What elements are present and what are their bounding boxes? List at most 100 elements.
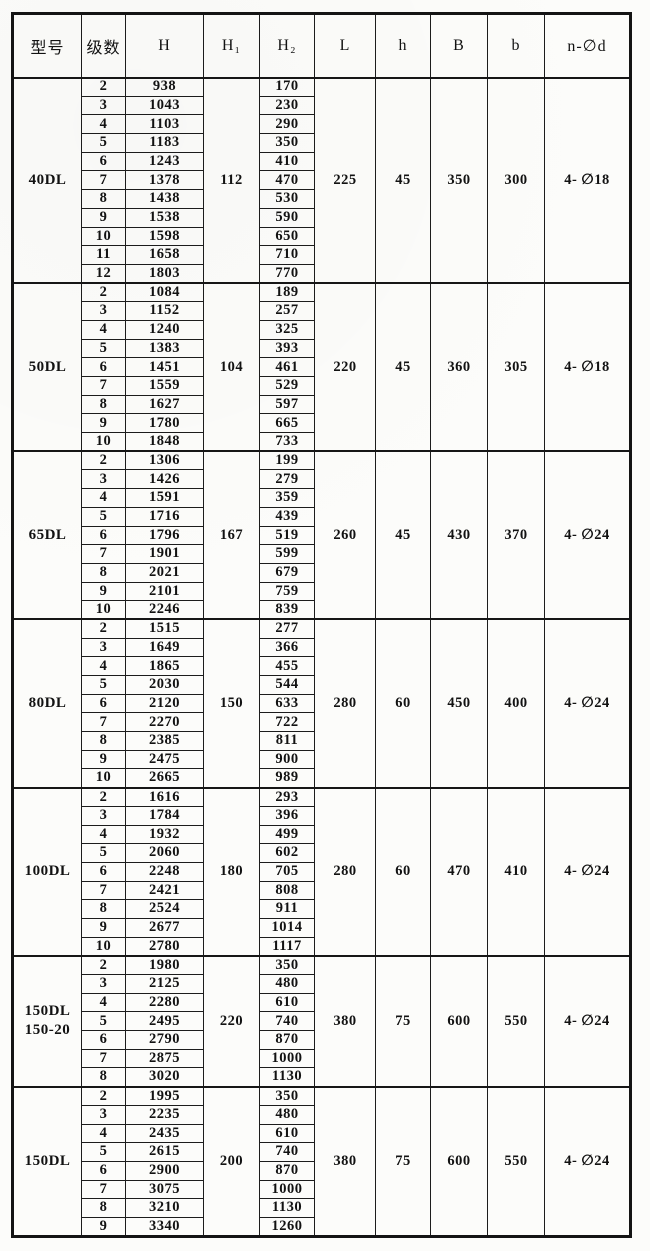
- H2-cell: 870: [259, 1030, 315, 1050]
- stages-cell: 6: [81, 1160, 126, 1181]
- stages-cell: 3: [81, 301, 126, 321]
- stages-cell: 6: [81, 693, 126, 714]
- stages-cell: 2: [81, 618, 126, 639]
- model-label-line: 40DL: [28, 171, 67, 188]
- n-phi-d-cell: 4- ∅24: [544, 786, 631, 957]
- H2-cell: 529: [259, 376, 315, 396]
- H-cell: 2101: [125, 581, 204, 602]
- spec-row: 7 2421 808: [13, 880, 631, 901]
- H2-cell: 350: [259, 954, 315, 975]
- model-cell: 150DL: [12, 1085, 82, 1237]
- stages-cell: 8: [81, 394, 126, 415]
- spec-row: 150DL 150-20 2 1980 220 350 380 75 600 550 4- ∅24: [12, 954, 631, 1088]
- B-cell: 430: [430, 450, 488, 620]
- H2-cell: 759: [259, 581, 315, 602]
- H-cell: 1716: [125, 506, 204, 527]
- n-phi-d-cell: 4- ∅24: [544, 618, 631, 789]
- stages-cell: 3: [81, 974, 126, 994]
- H-cell: 3210: [125, 1198, 204, 1218]
- n-phi-d-cell: 4- ∅24: [544, 1085, 631, 1237]
- model-cell: 80DL: [12, 618, 82, 789]
- H-cell: 2475: [125, 749, 204, 770]
- H2-cell: 293: [259, 786, 315, 807]
- spec-row: 6 2248 705: [13, 861, 631, 882]
- H2-cell: 590: [259, 207, 315, 228]
- H-cell: 2875: [125, 1048, 204, 1069]
- model-cell: 40DL: [12, 76, 82, 284]
- stages-cell: 12: [81, 263, 126, 284]
- spec-row: 7 2270 722: [13, 712, 631, 733]
- stages-cell: 4: [81, 824, 126, 845]
- stages-cell: 10: [81, 226, 126, 247]
- H-cell: 2030: [125, 675, 204, 695]
- H-cell: 1240: [125, 319, 204, 340]
- stages-cell: 5: [81, 133, 126, 153]
- H-cell: 1559: [125, 376, 204, 396]
- H-cell: 2900: [125, 1160, 204, 1181]
- table-body: 40DL 2 938 112 170 225 45 350 300 4- ∅18 3 1043 230 4…: [12, 76, 631, 1237]
- spec-row: 7 3075 1000: [13, 1179, 631, 1200]
- H2-cell: 359: [259, 488, 315, 508]
- spec-row: 80DL 2 1515 150 277 280 60 450 400 4- ∅24: [12, 618, 631, 789]
- spec-row: 5 2060 602: [13, 843, 631, 863]
- stages-cell: 10: [81, 432, 126, 452]
- H-cell: 3340: [125, 1216, 204, 1237]
- H-cell: 1538: [125, 207, 204, 228]
- H2-cell: 665: [259, 413, 315, 434]
- H-cell: 2120: [125, 693, 204, 714]
- spec-row: 8 3210 1130: [13, 1198, 631, 1218]
- spec-row: 8 3020 1130: [13, 1067, 631, 1088]
- model-label-line: 150-20: [24, 1022, 71, 1039]
- H2-cell: 900: [259, 749, 315, 770]
- H2-cell: 599: [259, 544, 315, 564]
- stages-cell: 4: [81, 114, 126, 135]
- H2-cell: 610: [259, 1123, 315, 1144]
- H-cell: 1803: [125, 263, 204, 284]
- b-cell: 370: [487, 450, 545, 620]
- h-cell: 60: [375, 786, 431, 957]
- stages-cell: 3: [81, 95, 126, 116]
- model-cell: 100DL: [12, 786, 82, 957]
- stages-cell: 5: [81, 1142, 126, 1162]
- H2-cell: 1000: [259, 1048, 315, 1069]
- B-cell: 360: [430, 282, 488, 452]
- H2-cell: 480: [259, 1104, 315, 1125]
- H-cell: 1306: [125, 450, 204, 471]
- H2-cell: 770: [259, 263, 315, 284]
- stages-cell: 4: [81, 488, 126, 508]
- H-cell: 1084: [125, 282, 204, 303]
- H2-cell: 989: [259, 768, 315, 789]
- B-cell: 350: [430, 76, 488, 284]
- H-cell: 2677: [125, 917, 204, 938]
- H2-cell: 650: [259, 226, 315, 247]
- H2-cell: 396: [259, 805, 315, 826]
- H2-cell: 530: [259, 189, 315, 209]
- spec-row: 150DL 2 1995 200 350 380 75 600 550 4- ∅24: [12, 1085, 631, 1237]
- H2-cell: 470: [259, 170, 315, 191]
- H1-cell: 180: [203, 786, 260, 957]
- column-header-h: h: [375, 13, 431, 78]
- spec-row: 3 2235 480: [13, 1104, 631, 1125]
- H-cell: 1451: [125, 357, 204, 377]
- spec-row: 10 1598 650: [13, 226, 631, 247]
- stages-cell: 6: [81, 357, 126, 377]
- column-header-L: L: [314, 13, 376, 78]
- model-label-line: 65DL: [28, 526, 67, 543]
- H2-cell: 499: [259, 824, 315, 845]
- stages-cell: 9: [81, 1216, 126, 1237]
- spec-row: 9 2475 900: [13, 749, 631, 770]
- H2-cell: 710: [259, 245, 315, 265]
- H2-cell: 519: [259, 525, 315, 546]
- H-cell: 2060: [125, 843, 204, 863]
- H-cell: 1932: [125, 824, 204, 845]
- spec-row: 3 1043 230: [13, 95, 631, 116]
- stages-cell: 8: [81, 189, 126, 209]
- stages-cell: 9: [81, 917, 126, 938]
- spec-row: 4 2435 610: [13, 1123, 631, 1144]
- H2-cell: 350: [259, 1085, 315, 1106]
- h-cell: 45: [375, 282, 431, 452]
- model-cell: 65DL: [12, 450, 82, 620]
- stages-cell: 7: [81, 1048, 126, 1069]
- stages-cell: 2: [81, 282, 126, 303]
- spec-row: 7 2875 1000: [13, 1048, 631, 1069]
